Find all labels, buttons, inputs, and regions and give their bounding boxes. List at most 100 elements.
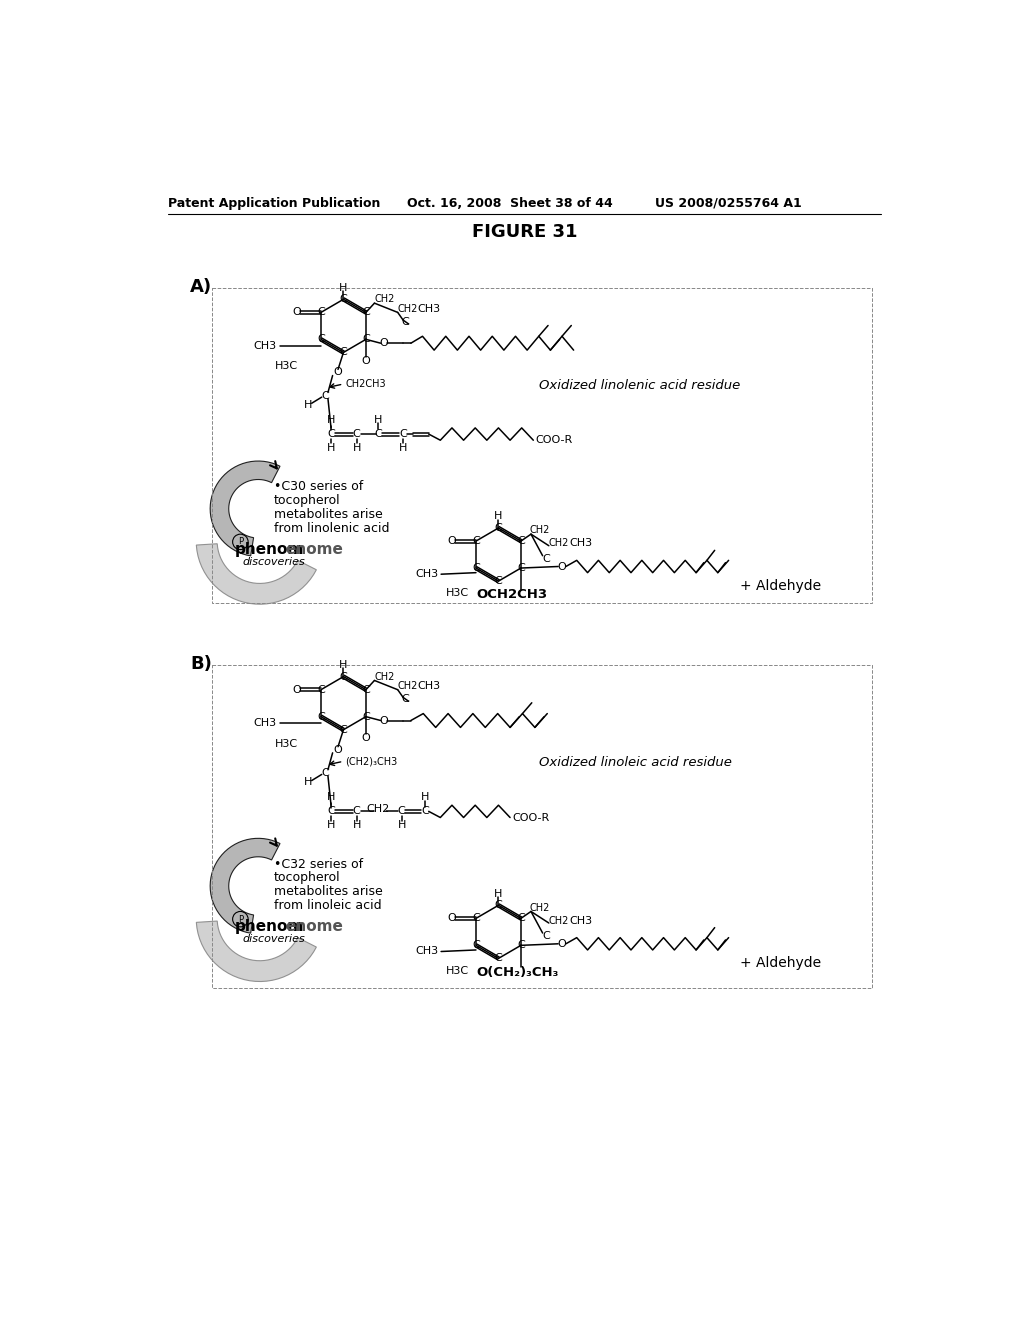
Text: H: H (339, 660, 347, 671)
Text: H3C: H3C (445, 589, 469, 598)
Text: discoveries: discoveries (243, 557, 305, 566)
Text: from linoleic acid: from linoleic acid (273, 899, 381, 912)
Text: + Aldehyde: + Aldehyde (740, 956, 821, 970)
Text: C: C (472, 564, 480, 573)
Text: C: C (340, 672, 347, 681)
Text: C: C (401, 317, 410, 326)
Text: H: H (327, 792, 335, 803)
Text: COO-R: COO-R (512, 813, 550, 822)
Text: discoveries: discoveries (243, 935, 305, 944)
Text: FIGURE 31: FIGURE 31 (472, 223, 578, 240)
Text: CH2: CH2 (549, 916, 569, 925)
Text: (CH2)₃CH3: (CH2)₃CH3 (345, 756, 397, 767)
Text: O: O (293, 685, 301, 694)
Text: C: C (317, 308, 325, 317)
Text: C: C (517, 940, 524, 950)
Text: C: C (399, 429, 407, 440)
Text: H3C: H3C (445, 966, 469, 975)
Text: H: H (303, 777, 312, 787)
Text: C: C (317, 334, 325, 345)
Text: CH3: CH3 (415, 946, 438, 957)
Text: C: C (495, 523, 503, 533)
Text: H: H (352, 444, 360, 453)
Text: C: C (362, 711, 370, 722)
Text: CH3: CH3 (415, 569, 438, 579)
Text: C: C (328, 429, 335, 440)
Text: H3C: H3C (275, 739, 299, 748)
Text: phenom: phenom (234, 543, 304, 557)
Text: metabolites arise: metabolites arise (273, 886, 382, 899)
Text: C: C (352, 429, 360, 440)
Text: C: C (543, 554, 550, 564)
Text: H: H (495, 888, 503, 899)
Text: C: C (421, 807, 429, 816)
Text: O: O (334, 367, 342, 378)
Text: O: O (361, 733, 371, 743)
Text: O: O (379, 715, 388, 726)
Text: C: C (472, 913, 480, 924)
Polygon shape (197, 544, 316, 605)
Text: C: C (517, 536, 524, 546)
Text: O: O (447, 913, 457, 924)
Text: H: H (339, 282, 347, 293)
Text: H: H (327, 416, 335, 425)
Polygon shape (210, 838, 280, 933)
Text: C: C (543, 931, 550, 941)
Text: tocopherol: tocopherol (273, 871, 340, 884)
Text: C: C (340, 294, 347, 305)
Text: Oct. 16, 2008  Sheet 38 of 44: Oct. 16, 2008 Sheet 38 of 44 (407, 197, 612, 210)
Text: C: C (322, 768, 330, 777)
Bar (212, 288, 872, 603)
Text: enome: enome (286, 919, 343, 935)
Text: •C32 series of: •C32 series of (273, 858, 362, 871)
Text: C: C (317, 711, 325, 722)
Text: C: C (317, 685, 325, 694)
Text: •C30 series of: •C30 series of (273, 480, 362, 494)
Text: H: H (421, 792, 429, 803)
Text: H: H (397, 820, 406, 830)
Text: metabolites arise: metabolites arise (273, 508, 382, 521)
Text: CH3: CH3 (418, 681, 441, 690)
Text: CH2: CH2 (375, 294, 395, 305)
Text: H: H (327, 444, 335, 453)
Text: O: O (379, 338, 388, 348)
Text: Patent Application Publication: Patent Application Publication (168, 197, 381, 210)
Text: H: H (495, 511, 503, 521)
Text: CH3: CH3 (254, 341, 276, 351)
Text: C: C (517, 564, 524, 573)
Text: O: O (558, 939, 566, 949)
Text: + Aldehyde: + Aldehyde (740, 578, 821, 593)
Text: C: C (322, 391, 330, 400)
Text: CH3: CH3 (569, 539, 592, 548)
Text: O(CH₂)₃CH₃: O(CH₂)₃CH₃ (476, 966, 558, 979)
Text: Oxidized linoleic acid residue: Oxidized linoleic acid residue (539, 756, 731, 770)
Text: enome: enome (286, 543, 343, 557)
Text: H: H (374, 416, 383, 425)
Text: CH2: CH2 (375, 672, 395, 681)
Polygon shape (197, 921, 316, 982)
Text: H: H (352, 820, 360, 830)
Text: CH2: CH2 (367, 804, 390, 814)
Text: CH2: CH2 (549, 539, 569, 548)
Text: C: C (517, 913, 524, 924)
Text: C: C (495, 900, 503, 911)
Text: O: O (361, 356, 371, 366)
Text: CH2: CH2 (529, 903, 550, 912)
Text: CH3: CH3 (418, 304, 441, 314)
Text: COO-R: COO-R (536, 436, 572, 445)
Text: OCH2CH3: OCH2CH3 (476, 589, 547, 602)
Text: B): B) (190, 655, 212, 673)
Text: C: C (495, 576, 503, 586)
Text: C: C (472, 940, 480, 950)
Text: O: O (447, 536, 457, 546)
Polygon shape (210, 461, 280, 556)
Text: C: C (340, 347, 347, 358)
Text: tocopherol: tocopherol (273, 494, 340, 507)
Text: C: C (352, 807, 360, 816)
Text: from linolenic acid: from linolenic acid (273, 521, 389, 535)
Text: C: C (362, 334, 370, 345)
Text: Oxidized linolenic acid residue: Oxidized linolenic acid residue (539, 379, 740, 392)
Text: C: C (495, 953, 503, 964)
Text: C: C (397, 807, 406, 816)
Text: C: C (328, 807, 335, 816)
